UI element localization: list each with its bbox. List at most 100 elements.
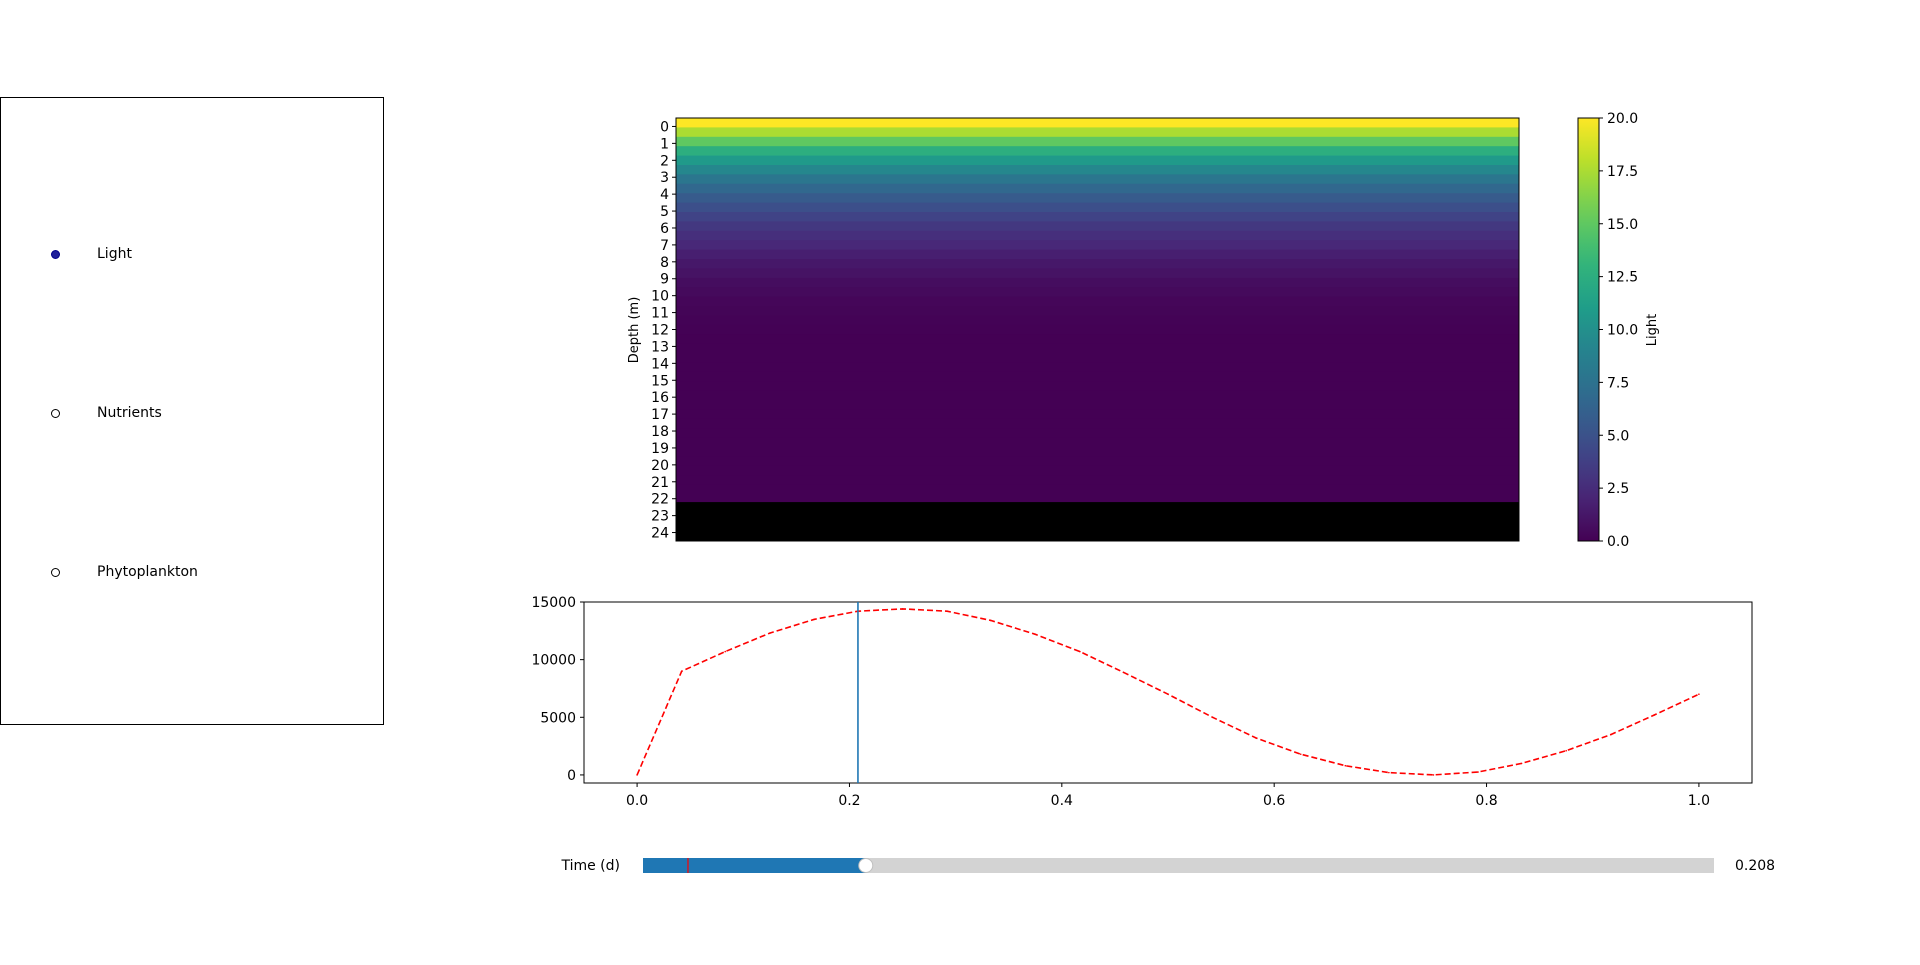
heatmap-cell-row [676,409,1519,420]
heatmap-axes: 0123456789101112131415161718192021222324… [627,117,1520,542]
heatmap-cell-row [676,428,1519,439]
heatmap-cell-row [676,221,1519,232]
colorbar-ticks: 0.0 2.5 5.0 7.5 10.0 12.5 15.0 17.5 20.0 [1599,111,1638,550]
heatmap-cell-row [676,306,1519,316]
line-chart-x-tick-label: 0.8 [1475,793,1497,809]
heatmap-cell-row [676,400,1519,410]
colorbar-tick-label: 17.5 [1607,164,1638,180]
line-data-point [1388,771,1390,774]
heatmap-y-tick-label: 21 [651,475,669,491]
time-slider[interactable]: Time (d) 0.208 [560,858,1775,874]
heatmap-y-tick-label: 23 [651,509,669,525]
heatmap-y-tick-label: 12 [651,323,669,339]
heatmap-cell-row [676,277,1519,288]
colorbar-tick-label: 5.0 [1607,428,1629,444]
heatmap-cell-row [676,165,1519,175]
heatmap-y-tick-label: 2 [660,153,669,169]
line-chart-y-tick-label: 15000 [531,595,576,611]
line-chart-x-tick-label: 0.4 [1051,793,1073,809]
line-data-point [1565,749,1567,752]
heatmap-y-label: Depth (m) [627,297,642,364]
heatmap-cell-row [676,155,1519,166]
heatmap-y-tick-label: 15 [651,373,669,389]
heatmap-y-tick-label: 9 [660,272,669,288]
heatmap-cell-row [676,287,1519,298]
heatmap-y-tick-label: 18 [651,424,669,440]
heatmap-cell-row [676,475,1519,486]
heatmap-y-tick-label: 1 [660,136,669,152]
line-chart-y-ticks: 0 5000 10000 15000 [531,595,584,784]
heatmap-cell-row [676,268,1519,279]
radio-option-phytoplankton[interactable]: Phytoplankton [51,561,198,583]
line-chart-x-tick-label: 0.2 [838,793,860,809]
heatmap-cell-row [676,136,1519,147]
heatmap-cell-row [676,146,1519,157]
heatmap-y-tick-label: 11 [651,306,669,322]
slider-track[interactable] [643,858,1714,873]
heatmap-y-tick-label: 24 [651,526,669,542]
line-data-point [1299,753,1302,755]
heatmap-y-tick-label: 7 [660,238,669,254]
heatmap-cell-row [676,353,1519,363]
heatmap-cell-row [676,334,1519,345]
line-chart-x-ticks: 0.0 0.2 0.4 0.6 0.8 1.0 [626,783,1710,809]
colorbar-gradient [1578,118,1599,541]
colorbar-label: Light [1645,314,1660,346]
heatmap-cell-row [676,418,1519,429]
heatmap-y-tick-label: 4 [660,187,669,203]
heatmap-cell-row [676,456,1519,467]
radio-option-nutrients[interactable]: Nutrients [51,402,162,424]
heatmap-cell-row [676,127,1519,138]
heatmap-cells [676,118,1519,541]
slider-handle[interactable] [858,858,874,873]
heatmap-y-tick-label: 6 [660,221,669,237]
heatmap-cell-row [676,193,1519,204]
heatmap-cell-row [676,371,1519,382]
heatmap-y-tick-label: 22 [651,492,669,508]
heatmap-cell-row [676,390,1519,401]
heatmap-y-tick-label: 20 [651,458,669,474]
radio-button-light[interactable] [51,249,60,259]
line-chart-y-tick-label: 5000 [540,710,576,726]
slider-label: Time (d) [560,858,620,874]
line-chart-axes: 0.0 0.2 0.4 0.6 0.8 1.0 0 5000 10000 15000 [531,595,1753,809]
heatmap-cell-row [676,465,1519,476]
line-data-point [1698,693,1700,696]
heatmap-cell-row [676,447,1519,457]
heatmap-cell-row [676,484,1519,495]
heatmap-cell-row [676,362,1519,373]
line-data-point [1344,764,1347,767]
heatmap-cell-row [676,230,1519,241]
heatmap-cell-row [676,315,1519,326]
line-chart-y-tick-label: 10000 [531,653,576,669]
colorbar-tick-label: 12.5 [1607,270,1638,286]
line-chart-x-tick-label: 1.0 [1688,793,1710,809]
heatmap-cell-row [676,437,1519,448]
heatmap-cell-row [676,494,1519,504]
radio-option-light[interactable]: Light [51,243,132,265]
colorbar-tick-label: 0.0 [1607,534,1629,550]
heatmap-cell-row [676,212,1519,222]
heatmap-cell-row [676,343,1519,354]
heatmap-y-tick-label: 10 [651,289,669,305]
line-data-point [724,650,727,653]
heatmap-y-tick-label: 14 [651,356,669,372]
heatmap-y-tick-label: 16 [651,390,669,406]
heatmap-cell-row [676,259,1519,269]
heatmap-cell-row [676,381,1519,392]
radio-label-nutrients: Nutrients [97,405,162,421]
radio-label-light: Light [97,246,132,262]
heatmap-cell-row [676,240,1519,251]
radio-button-phytoplankton[interactable] [51,567,60,577]
line-series [636,608,1700,776]
radio-label-phytoplankton: Phytoplankton [97,564,198,580]
radio-button-nutrients[interactable] [51,408,60,418]
line-data-point [1477,771,1479,773]
heatmap-y-tick-label: 8 [660,255,669,271]
colorbar-tick-label: 20.0 [1607,111,1638,127]
heatmap-cell-row [676,324,1519,335]
slider-fill [643,858,866,873]
slider-value: 0.208 [1735,858,1775,874]
